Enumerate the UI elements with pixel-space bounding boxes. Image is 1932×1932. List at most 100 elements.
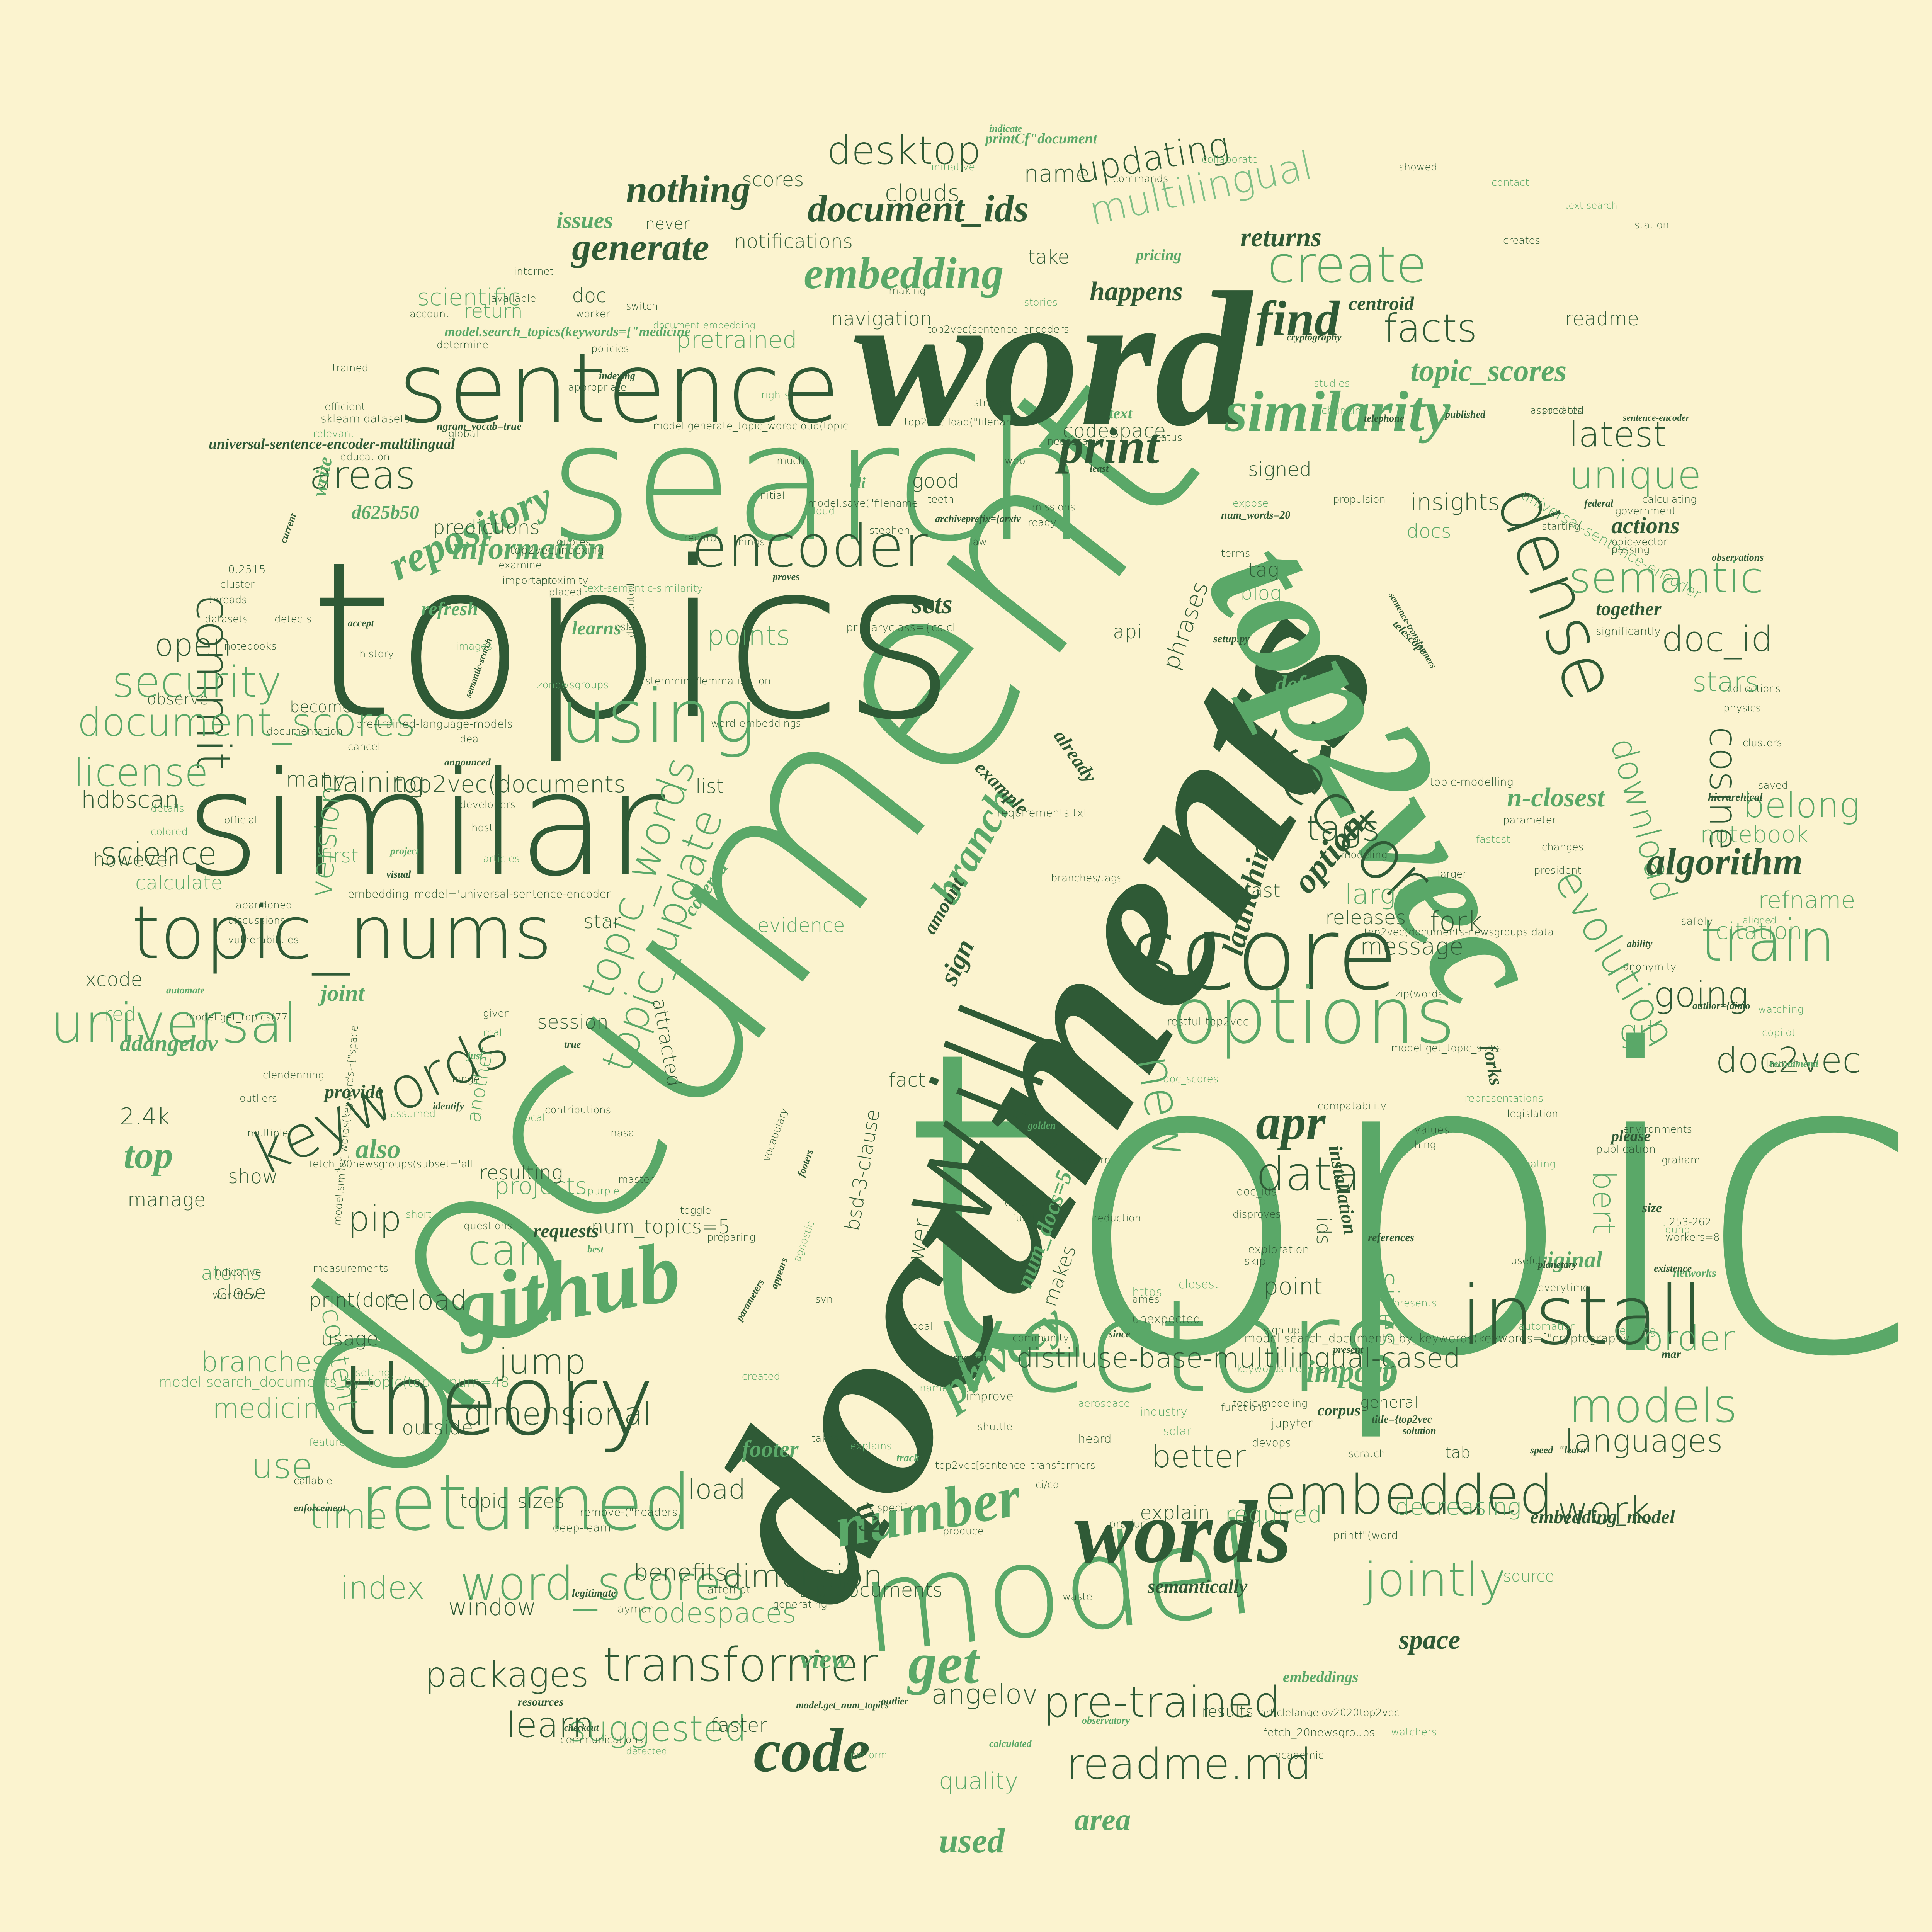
word-navigation: navigation: [831, 308, 932, 330]
word-word-embeddings: word-embeddings: [711, 718, 801, 730]
word-pre-trained: pre-trained: [1043, 1677, 1281, 1727]
word-get: get: [908, 1631, 979, 1696]
word-policies: policies: [591, 343, 629, 355]
word-points: points: [707, 620, 790, 651]
word-predicts: predicts: [1542, 405, 1582, 417]
word-telephone: telephone: [1364, 413, 1404, 424]
word-top2vec-load: top2vec.load("filename: [904, 417, 1022, 428]
word-top2vec-sent: top2vec[sentence_transformers: [935, 1460, 1095, 1471]
word-dimensional: dimensional: [464, 1396, 651, 1432]
word-current: current: [277, 512, 299, 545]
word-using: using: [560, 674, 756, 759]
word-word: word: [854, 252, 1252, 466]
word-stars: stars: [1692, 666, 1759, 698]
word-produce: produce: [943, 1526, 984, 1537]
word-tab: tab: [1445, 1444, 1471, 1462]
word-specific: specific: [877, 1502, 915, 1514]
word-setting: setting: [355, 1367, 390, 1379]
word-names: names: [920, 1383, 954, 1394]
word-callable: callable: [294, 1475, 333, 1487]
word-jupyter: jupyter: [1271, 1417, 1313, 1430]
word-branches-tags: branches/tags: [1051, 872, 1122, 884]
word-message: message: [1360, 933, 1464, 960]
word-returns: returns: [1240, 223, 1322, 252]
word-short: short: [406, 1209, 432, 1220]
word-terms: terms: [1221, 548, 1250, 560]
word-regard: regard: [684, 532, 717, 544]
word-physics: physics: [1723, 702, 1761, 714]
word-outliers: outliers: [240, 1093, 277, 1104]
word-topics: topics: [309, 515, 956, 767]
word-top2vec-docs: top2vec(documents: [394, 771, 626, 798]
word-print: print: [1059, 418, 1160, 474]
word-sets: sets: [912, 590, 952, 619]
word-subset: fetch_20newsgroups(subset='all: [309, 1158, 473, 1170]
word-show: show: [228, 1165, 278, 1188]
word-exploration: exploration: [1248, 1243, 1310, 1256]
word-doc-id: doc_id: [1662, 619, 1773, 660]
word-nasa: nasa: [611, 1128, 634, 1139]
word-encryption: encryption: [943, 1352, 987, 1363]
word-threads: threads: [209, 594, 247, 606]
word-git: git: [1619, 1014, 1658, 1049]
word-text-search: text-search: [1565, 200, 1617, 211]
word-areas: areas: [309, 452, 416, 498]
word-switch: switch: [626, 301, 658, 312]
word-jointly: jointly: [1364, 1553, 1506, 1607]
word-encoder: encoder: [692, 513, 928, 580]
word-cancel: cancel: [348, 741, 381, 753]
word-data: data: [1256, 1148, 1361, 1201]
word-words: words: [1074, 1483, 1292, 1581]
word-true: true: [564, 1039, 581, 1050]
word-aligned: aligned: [1743, 915, 1777, 926]
word-accept: accept: [348, 617, 374, 629]
word-index: index: [340, 1570, 425, 1606]
word-toggle: toggle: [680, 1205, 711, 1216]
word-proves: proves: [773, 571, 800, 582]
word-latest: latest: [1569, 414, 1667, 455]
word-faster: faster: [711, 1714, 767, 1736]
word-fast: fast: [1244, 879, 1281, 902]
word-images: images: [456, 641, 492, 652]
word-zip-words: zip(words: [1395, 988, 1443, 1000]
word-notifications: notifications: [734, 230, 853, 253]
word-proximity: proximity: [541, 575, 588, 587]
word-tags: tags: [1306, 808, 1380, 849]
word-launch: launch: [1766, 1058, 1799, 1070]
word-real: real: [483, 1027, 502, 1039]
word-reduction: reduction: [1094, 1213, 1141, 1224]
word-multiple: multiple: [247, 1128, 289, 1139]
word-observations: observations: [1712, 552, 1764, 563]
word-word-scores: word_scores: [460, 1557, 746, 1611]
word-contact: contact: [1492, 177, 1529, 189]
word-resulting: resulting: [479, 1162, 563, 1184]
word-learn: learn: [506, 1705, 594, 1745]
word-law: law: [970, 536, 987, 548]
word-preparing: preparing: [707, 1232, 756, 1243]
word-safely: safely: [1681, 915, 1713, 927]
word-modeling: modeling: [1341, 849, 1388, 861]
word-document-ids: document_ids: [808, 187, 1029, 230]
word-list: list: [696, 775, 724, 798]
word-take: take: [1028, 246, 1070, 268]
word-published: published: [1445, 409, 1486, 420]
word-search: search: [549, 388, 1088, 577]
word-joint: joint: [321, 980, 365, 1006]
word-devops: devops: [1252, 1436, 1291, 1449]
word-since: since: [1109, 1328, 1130, 1340]
word-session: session: [537, 1011, 609, 1033]
word-fastest: fastest: [1476, 834, 1510, 845]
word-red: red: [104, 1003, 136, 1026]
word-starting: starting: [1542, 521, 1580, 532]
word-citation: citation: [1716, 918, 1803, 945]
word-publication: publication: [1596, 1143, 1656, 1155]
word-propulsion: propulsion: [1333, 494, 1386, 505]
word-placed: placed: [549, 587, 582, 598]
word-studies: studies: [1314, 378, 1350, 389]
word-doc: doc: [572, 284, 607, 307]
word-compat: compatability: [1318, 1100, 1386, 1112]
word-present: present: [1333, 1344, 1363, 1355]
word-everytime: everytime: [1538, 1282, 1589, 1294]
word-embedding-model: embedding_model: [1530, 1506, 1675, 1527]
